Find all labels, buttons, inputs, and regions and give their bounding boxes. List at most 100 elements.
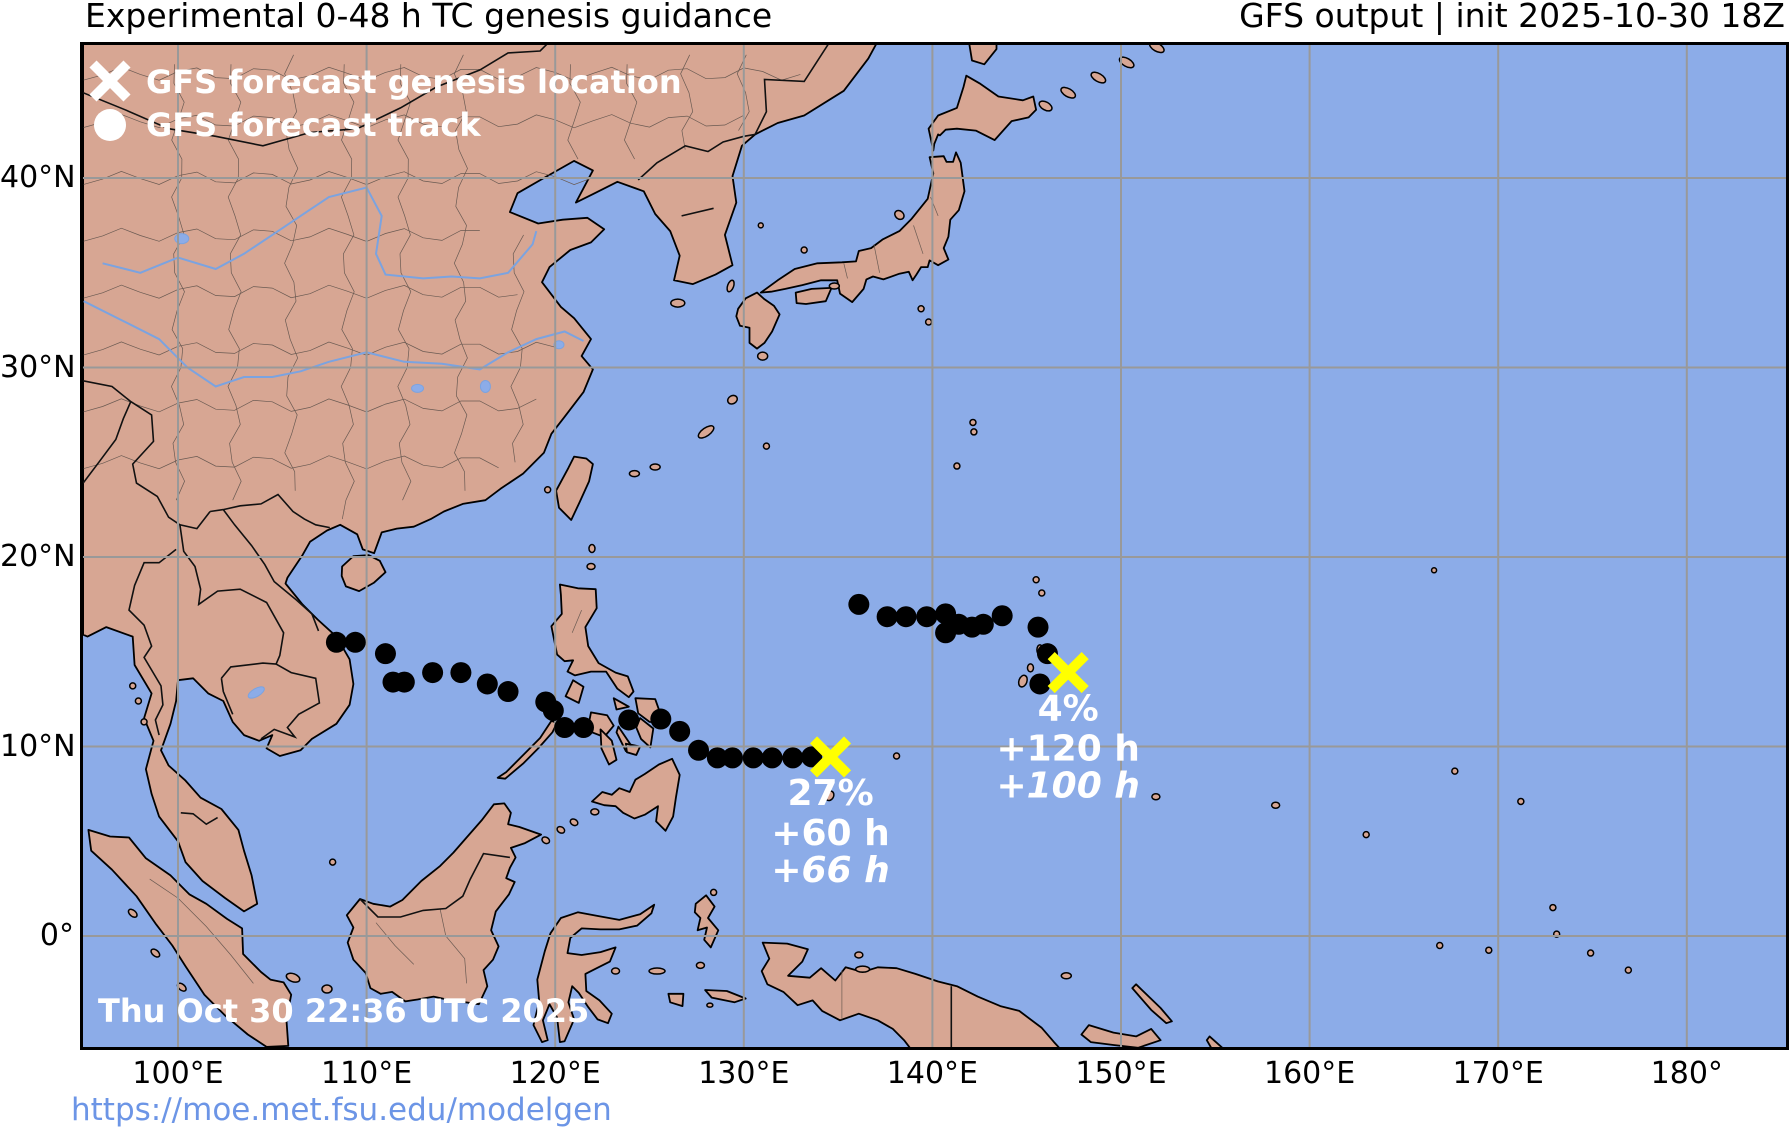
landmass (667, 992, 685, 1007)
landmass (693, 894, 720, 949)
valid-timestamp: Thu Oct 30 22:36 UTC 2025 (98, 992, 589, 1030)
genesis-x-marker (810, 736, 852, 778)
island-speck (854, 951, 864, 959)
forecast-track-dot (650, 708, 672, 730)
island-speck (1038, 100, 1053, 112)
province-border (227, 64, 242, 501)
forecast-track-dot (450, 662, 472, 684)
island-speck (1451, 767, 1459, 775)
page-title: Experimental 0-48 h TC genesis guidance (85, 0, 773, 35)
province-border (83, 398, 537, 413)
island-speck (127, 908, 138, 918)
landmass (735, 291, 781, 350)
island-speck (1151, 792, 1161, 801)
island-speck (649, 463, 661, 471)
island-speck (543, 485, 552, 494)
island-speck (1549, 903, 1557, 912)
island-speck (854, 965, 871, 973)
island-speck (285, 972, 301, 983)
province-border (83, 171, 594, 185)
province-border (624, 64, 638, 160)
province-border (843, 263, 848, 279)
landmass (345, 802, 542, 1006)
landmass (927, 74, 1037, 152)
province-border (83, 284, 518, 299)
province-border (397, 64, 412, 501)
country-border (130, 400, 211, 530)
island-speck (1270, 801, 1281, 809)
island-speck (588, 543, 596, 554)
map-legend: GFS forecast genesis location GFS foreca… (89, 60, 682, 144)
island-speck (924, 318, 933, 326)
landmass (1131, 983, 1173, 1025)
forecast-tracks-layer (325, 593, 1089, 778)
lat-tick-label: 0° (39, 918, 74, 953)
landmass (591, 757, 681, 832)
landmass (625, 742, 641, 756)
island-speck (1586, 949, 1595, 957)
forecast-track-dot (742, 747, 764, 769)
lat-tick-label: 30°N (0, 349, 76, 385)
landmass (968, 45, 998, 66)
lake (479, 379, 491, 393)
island-speck (1060, 86, 1077, 99)
island-speck (140, 718, 148, 726)
province-border (340, 64, 355, 520)
island-speck (706, 1002, 714, 1008)
landmass (1205, 1035, 1223, 1047)
country-border (220, 662, 277, 679)
island-speck (1362, 830, 1370, 839)
province-border (284, 54, 299, 491)
lat-tick-label: 20°N (0, 539, 76, 574)
track-hour-label: +100 h (996, 766, 1139, 807)
landmass (760, 941, 1060, 1047)
lon-tick-label: 100°E (132, 1056, 224, 1091)
island-speck (970, 428, 978, 436)
forecast-track-dot (542, 699, 564, 721)
legend-genesis-label: GFS forecast genesis location (146, 63, 682, 101)
forecast-track-dot (422, 662, 444, 684)
island-speck (695, 961, 706, 970)
landmass (794, 287, 833, 305)
island-speck (757, 222, 765, 229)
lon-tick-label: 150°E (1075, 1056, 1167, 1091)
forecast-track-dot (344, 631, 366, 653)
province-border (510, 234, 525, 463)
country-borders-layer (83, 45, 953, 1047)
province-border (571, 609, 582, 633)
lake (174, 233, 190, 245)
forecast-track-dot (688, 739, 710, 761)
genesis-x-legend-icon (89, 60, 131, 102)
province-border (453, 54, 468, 491)
country-border (180, 812, 219, 826)
country-border (222, 509, 320, 632)
source-url-link[interactable]: https://moe.met.fsu.edu/modelgen (71, 1092, 612, 1128)
province-border (736, 54, 750, 131)
forecast-track-dot (782, 747, 804, 769)
province-border (83, 114, 744, 129)
island-speck (1435, 941, 1444, 950)
forecast-track-dot (554, 717, 576, 739)
lon-tick-label: 110°E (320, 1056, 413, 1091)
island-speck (648, 967, 666, 975)
lake (411, 383, 425, 393)
country-border (359, 852, 511, 918)
forecast-track-dot (374, 643, 396, 665)
island-speck (1485, 946, 1493, 954)
province-border (913, 225, 924, 254)
forecast-track-dot (972, 613, 994, 635)
landmass (759, 151, 966, 303)
province-border (680, 54, 694, 150)
island-speck (1032, 575, 1040, 584)
country-border (260, 663, 321, 740)
landmass (704, 989, 747, 1004)
model-init-label: GFS output | init 2025-10-30 18Z (1239, 0, 1785, 35)
province-border (83, 455, 499, 470)
landmass (496, 720, 558, 780)
island-speck (628, 469, 641, 478)
island-speck (969, 418, 977, 427)
island-speck (541, 836, 551, 845)
lon-tick-label: 160°E (1263, 1056, 1356, 1091)
country-border (220, 678, 234, 715)
